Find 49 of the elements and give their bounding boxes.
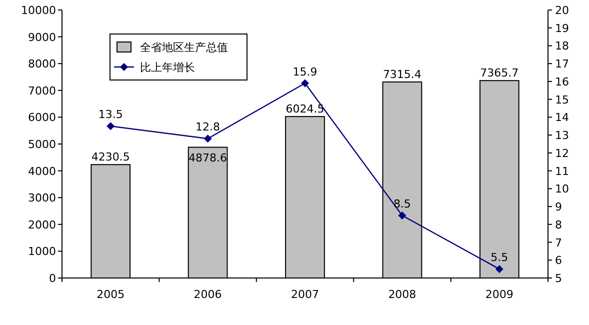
y-tick-label: 8000 [28,58,56,71]
y2-tick-label: 7 [555,236,562,250]
y2-tick-label: 5 [555,272,562,285]
point [495,265,504,274]
y2-tick-label: 16 [555,75,569,88]
y-tick-label: 10000 [21,4,56,17]
y-tick-label: 5000 [28,138,56,151]
data-label: 5.5 [490,251,508,264]
y2-tick-label: 6 [555,254,562,268]
y2-tick-label: 12 [555,146,569,160]
data-label: 13.5 [98,108,123,122]
y-tick-label: 0 [49,272,56,285]
y2-tick-label: 11 [555,164,569,178]
y2-tick-label: 9 [555,200,562,214]
x-tick-label: 2008 [388,288,416,301]
y-tick-label: 1000 [28,245,56,258]
data-label: 7365.7 [480,66,519,80]
data-label: 4878.6 [188,151,228,164]
y2-tick-label: 10 [555,182,569,196]
point [398,211,406,220]
y2-tick-label: 13 [555,129,569,142]
y2-tick-label: 20 [555,4,569,17]
y2-tick-label: 15 [555,93,569,106]
point [204,134,212,143]
point [106,122,115,130]
y-tick-label: 4000 [28,164,56,178]
y2-tick-label: 8 [555,218,562,232]
data-label: 4230.5 [91,150,130,164]
y2-tick-label: 14 [555,111,569,124]
legend-label: 比上年增长 [140,61,195,74]
y-tick-label: 6000 [28,111,56,124]
x-tick-label: 2007 [291,288,319,301]
y-tick-label: 7000 [28,84,56,98]
legend-label: 全省地区生产总值 [140,41,228,54]
data-label: 8.5 [393,197,411,210]
point [301,79,309,88]
y2-tick-label: 18 [555,40,569,53]
y-tick-label: 3000 [28,192,56,205]
data-label: 15.9 [292,65,318,78]
y2-tick-label: 19 [555,22,569,35]
data-label: 12.8 [196,120,220,134]
data-label: 6024.5 [286,102,324,116]
y-tick-label: 9000 [28,30,56,44]
y2-tick-label: 17 [555,58,569,71]
x-tick-label: 2005 [96,288,125,301]
x-tick-label: 2006 [194,288,222,301]
x-tick-label: 2009 [485,288,514,301]
y-tick-label: 2000 [28,218,56,232]
data-label: 7315.4 [382,68,422,81]
